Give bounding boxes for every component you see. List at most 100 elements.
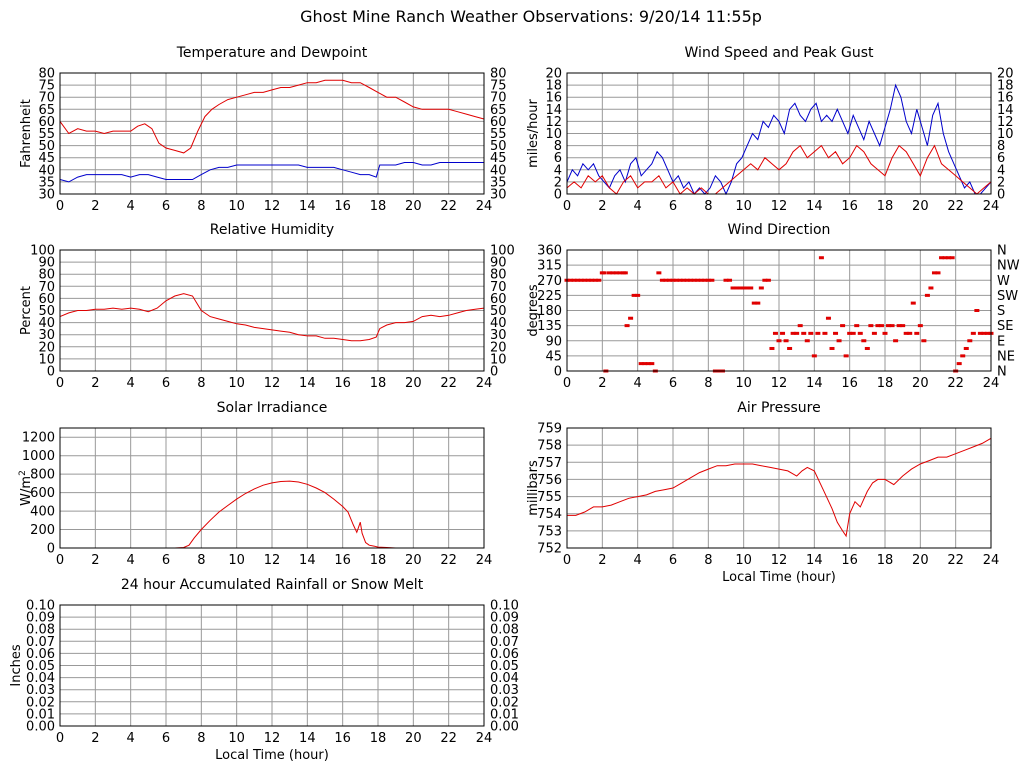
- data-point: [825, 316, 831, 320]
- x-tick-label: 4: [127, 731, 135, 746]
- data-point: [977, 331, 983, 335]
- y-tick-label: 80: [38, 268, 55, 283]
- chart-title: Air Pressure: [737, 400, 820, 416]
- series-line-1: [566, 83, 992, 196]
- data-point: [931, 271, 937, 275]
- x-tick-label: 2: [598, 553, 606, 568]
- y-tick-label: 60: [38, 115, 55, 130]
- x-tick-label: 18: [877, 376, 894, 391]
- data-point: [741, 286, 747, 290]
- page-title: Ghost Mine Ranch Weather Observations: 9…: [300, 7, 762, 26]
- data-point: [935, 271, 941, 275]
- data-point: [917, 324, 923, 328]
- y-axis-label: degrees: [526, 284, 541, 337]
- y-tick-label: 315: [537, 259, 562, 274]
- y-tick-label: 10: [545, 127, 562, 142]
- y-tick-label-right: 80: [490, 268, 507, 283]
- y-tick-label-right: 16: [997, 91, 1014, 106]
- data-point: [585, 278, 591, 282]
- y-tick-label: 757: [537, 456, 562, 471]
- x-tick-label: 24: [476, 731, 493, 746]
- x-tick-label: 2: [91, 553, 99, 568]
- data-point: [748, 286, 754, 290]
- data-point: [649, 362, 655, 366]
- data-point: [622, 271, 628, 275]
- data-point: [787, 346, 793, 350]
- y-tick-label-right: 70: [490, 280, 507, 295]
- x-tick-label: 2: [91, 199, 99, 214]
- data-point: [780, 331, 786, 335]
- y-tick-label: 270: [537, 274, 562, 289]
- data-point: [861, 339, 867, 343]
- data-point: [907, 331, 913, 335]
- y-tick-label: 225: [537, 289, 562, 304]
- x-tick-label: 10: [735, 553, 752, 568]
- data-point: [984, 331, 990, 335]
- x-tick-label: 24: [983, 553, 1000, 568]
- series-line-2: [566, 144, 992, 195]
- data-point: [723, 278, 729, 282]
- data-point: [970, 331, 976, 335]
- data-point: [815, 331, 821, 335]
- data-point: [666, 278, 672, 282]
- data-point: [755, 301, 761, 305]
- x-tick-label: 14: [299, 553, 316, 568]
- data-point: [843, 354, 849, 358]
- data-point: [893, 339, 899, 343]
- data-point: [776, 339, 782, 343]
- x-tick-label: 6: [162, 553, 170, 568]
- x-tick-label: 10: [228, 553, 245, 568]
- y-tick-label: 40: [38, 163, 55, 178]
- y-tick-label: 200: [30, 523, 55, 538]
- data-point: [610, 271, 616, 275]
- x-tick-label: 14: [806, 199, 823, 214]
- data-point: [914, 331, 920, 335]
- chart-title: Relative Humidity: [210, 222, 334, 238]
- y-tick-label-right: 35: [490, 175, 507, 190]
- chart-title: Wind Direction: [728, 222, 831, 238]
- data-point: [642, 362, 648, 366]
- y-tick-label: 0: [47, 365, 55, 380]
- y-tick-label-right: 70: [490, 91, 507, 106]
- x-tick-label: 6: [162, 376, 170, 391]
- y-tick-label: 55: [38, 127, 55, 142]
- x-tick-label: 22: [947, 199, 964, 214]
- x-tick-label: 4: [634, 199, 642, 214]
- data-point: [829, 346, 835, 350]
- y-tick-label-right: 0.06: [490, 647, 519, 662]
- y-tick-label: 0: [554, 365, 562, 380]
- data-point: [804, 339, 810, 343]
- x-tick-label: 14: [806, 553, 823, 568]
- y-tick-label: 1200: [22, 431, 55, 446]
- data-point: [783, 339, 789, 343]
- data-point: [684, 278, 690, 282]
- y-tick-label: 0.03: [26, 683, 55, 698]
- data-point: [772, 331, 778, 335]
- data-point: [582, 278, 588, 282]
- data-point: [924, 293, 930, 297]
- data-point: [702, 278, 708, 282]
- data-point: [871, 331, 877, 335]
- y-tick-label: 45: [545, 349, 562, 364]
- y-tick-label-right: 10: [490, 352, 507, 367]
- data-point: [790, 331, 796, 335]
- y-tick-label-right: 0.08: [490, 623, 519, 638]
- y-axis-label: Fahrenheit: [19, 99, 34, 168]
- data-point: [592, 278, 598, 282]
- x-tick-label: 6: [669, 553, 677, 568]
- x-tick-label: 10: [228, 731, 245, 746]
- y-tick-label: 0.09: [26, 611, 55, 626]
- y-tick-label-right: 6: [997, 151, 1005, 166]
- x-tick-label: 22: [440, 199, 457, 214]
- plot-frame: [59, 604, 485, 727]
- y-tick-label-right: 90: [490, 256, 507, 271]
- y-tick-label-right: 30: [490, 328, 507, 343]
- data-point: [575, 278, 581, 282]
- data-point: [868, 324, 874, 328]
- x-tick-label: 24: [983, 199, 1000, 214]
- data-point: [769, 346, 775, 350]
- x-tick-label: 20: [405, 553, 422, 568]
- data-point: [744, 286, 750, 290]
- y-tick-label-right: 14: [997, 103, 1014, 118]
